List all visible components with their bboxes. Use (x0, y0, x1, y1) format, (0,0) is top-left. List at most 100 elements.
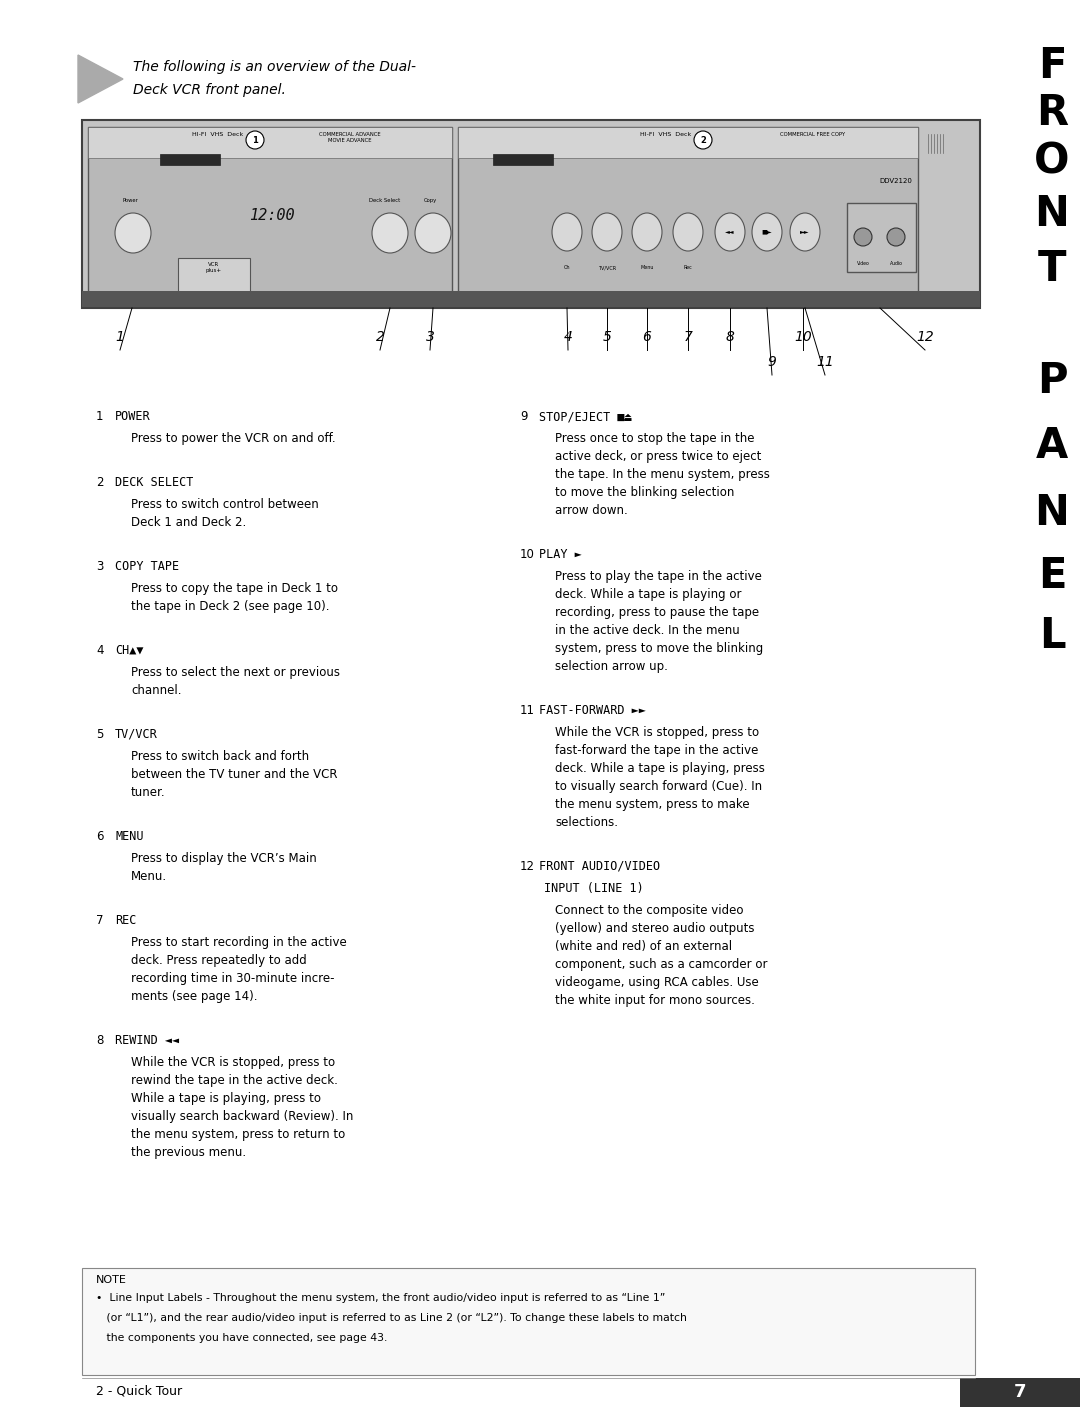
Text: deck. Press repeatedly to add: deck. Press repeatedly to add (131, 954, 307, 967)
Text: A: A (1036, 425, 1068, 467)
Text: Audio: Audio (890, 262, 903, 266)
Text: COMMERCIAL ADVANCE
MOVIE ADVANCE: COMMERCIAL ADVANCE MOVIE ADVANCE (320, 132, 381, 142)
Text: NOTE: NOTE (96, 1275, 126, 1285)
Circle shape (854, 228, 872, 246)
Text: 6: 6 (96, 830, 104, 843)
Text: Press to select the next or previous: Press to select the next or previous (131, 666, 340, 680)
Text: F: F (1038, 45, 1066, 87)
Text: CH▲▼: CH▲▼ (114, 644, 144, 657)
Text: deck. While a tape is playing or: deck. While a tape is playing or (555, 588, 742, 601)
Text: 7: 7 (684, 331, 692, 343)
Bar (87, 127, 453, 305)
Text: Menu: Menu (640, 265, 653, 270)
Bar (178, 257, 249, 295)
Bar (160, 153, 220, 165)
Text: Video: Video (856, 262, 869, 266)
Ellipse shape (632, 212, 662, 250)
Text: 2: 2 (376, 331, 384, 343)
Text: 6: 6 (643, 331, 651, 343)
Text: 11: 11 (816, 355, 834, 369)
Text: POWER: POWER (114, 409, 150, 424)
Circle shape (694, 131, 712, 149)
Text: Press to switch back and forth: Press to switch back and forth (131, 750, 309, 763)
Text: videogame, using RCA cables. Use: videogame, using RCA cables. Use (555, 976, 759, 989)
Text: channel.: channel. (131, 684, 181, 696)
Ellipse shape (552, 212, 582, 250)
Text: active deck, or press twice to eject: active deck, or press twice to eject (555, 450, 761, 463)
Text: DDV2120: DDV2120 (879, 179, 912, 184)
Text: 7: 7 (1014, 1383, 1026, 1401)
Text: 2: 2 (700, 135, 706, 145)
Text: ◄◄: ◄◄ (726, 229, 734, 235)
Text: ►►: ►► (800, 229, 810, 235)
Text: Copy: Copy (423, 198, 436, 203)
Text: deck. While a tape is playing, press: deck. While a tape is playing, press (555, 763, 765, 775)
Text: the tape in Deck 2 (see page 10).: the tape in Deck 2 (see page 10). (131, 599, 329, 613)
Text: Ch: Ch (564, 265, 570, 270)
Circle shape (887, 228, 905, 246)
Text: P: P (1037, 360, 1067, 402)
Text: 4: 4 (96, 644, 104, 657)
Ellipse shape (592, 212, 622, 250)
Ellipse shape (673, 212, 703, 250)
Text: Menu.: Menu. (131, 870, 167, 884)
Ellipse shape (789, 212, 820, 250)
Text: Press to play the tape in the active: Press to play the tape in the active (555, 570, 761, 582)
Text: While a tape is playing, press to: While a tape is playing, press to (131, 1092, 321, 1104)
Text: the tape. In the menu system, press: the tape. In the menu system, press (555, 469, 770, 481)
Bar (82, 1268, 975, 1375)
Text: 8: 8 (96, 1034, 104, 1047)
Text: Press to start recording in the active: Press to start recording in the active (131, 936, 347, 948)
Text: 12: 12 (519, 860, 535, 872)
Text: TV/VCR: TV/VCR (114, 727, 158, 741)
Text: STOP/EJECT ■⏏: STOP/EJECT ■⏏ (539, 409, 632, 424)
Text: (white and red) of an external: (white and red) of an external (555, 940, 732, 953)
Ellipse shape (752, 212, 782, 250)
Text: VCR
plus+: VCR plus+ (206, 262, 222, 273)
Text: Deck VCR front panel.: Deck VCR front panel. (133, 83, 286, 97)
Ellipse shape (372, 212, 408, 253)
Text: Press to copy the tape in Deck 1 to: Press to copy the tape in Deck 1 to (131, 582, 338, 595)
Bar (492, 153, 553, 165)
Text: TV/VCR: TV/VCR (598, 265, 616, 270)
Text: Press to display the VCR’s Main: Press to display the VCR’s Main (131, 853, 316, 865)
Bar (82, 120, 980, 308)
Text: FAST-FORWARD ►►: FAST-FORWARD ►► (539, 704, 646, 718)
Text: ments (see page 14).: ments (see page 14). (131, 991, 257, 1003)
Text: R: R (1036, 91, 1068, 134)
Text: 3: 3 (96, 560, 104, 573)
Text: the components you have connected, see page 43.: the components you have connected, see p… (96, 1332, 388, 1344)
Text: PLAY ►: PLAY ► (539, 547, 582, 561)
Ellipse shape (114, 212, 151, 253)
Text: Deck Select: Deck Select (369, 198, 401, 203)
Text: Press to power the VCR on and off.: Press to power the VCR on and off. (131, 432, 336, 445)
Text: fast-forward the tape in the active: fast-forward the tape in the active (555, 744, 758, 757)
Text: 1: 1 (116, 331, 124, 343)
Text: visually search backward (Review). In: visually search backward (Review). In (131, 1110, 353, 1123)
Text: between the TV tuner and the VCR: between the TV tuner and the VCR (131, 768, 337, 781)
Text: MENU: MENU (114, 830, 144, 843)
Text: 5: 5 (96, 727, 104, 741)
Text: 9: 9 (768, 355, 777, 369)
Text: 9: 9 (519, 409, 527, 424)
Ellipse shape (415, 212, 451, 253)
Text: 11: 11 (519, 704, 535, 718)
Text: selection arrow up.: selection arrow up. (555, 660, 667, 673)
Text: rewind the tape in the active deck.: rewind the tape in the active deck. (131, 1074, 338, 1088)
Text: 2: 2 (96, 476, 104, 490)
Text: N: N (1035, 193, 1069, 235)
Text: 5: 5 (603, 331, 611, 343)
Text: system, press to move the blinking: system, press to move the blinking (555, 642, 764, 656)
Text: (or “L1”), and the rear audio/video input is referred to as Line 2 (or “L2”). To: (or “L1”), and the rear audio/video inpu… (96, 1313, 687, 1323)
Text: arrow down.: arrow down. (555, 504, 627, 516)
Text: Connect to the composite video: Connect to the composite video (555, 905, 743, 917)
Text: Deck 1 and Deck 2.: Deck 1 and Deck 2. (131, 516, 246, 529)
Text: 1: 1 (252, 135, 258, 145)
Text: recording time in 30-minute incre-: recording time in 30-minute incre- (131, 972, 335, 985)
Text: 7: 7 (96, 915, 104, 927)
Bar (82, 291, 980, 307)
Text: Power: Power (122, 198, 138, 203)
Bar (960, 1377, 1080, 1407)
Text: 3: 3 (426, 331, 434, 343)
Text: (yellow) and stereo audio outputs: (yellow) and stereo audio outputs (555, 922, 755, 936)
